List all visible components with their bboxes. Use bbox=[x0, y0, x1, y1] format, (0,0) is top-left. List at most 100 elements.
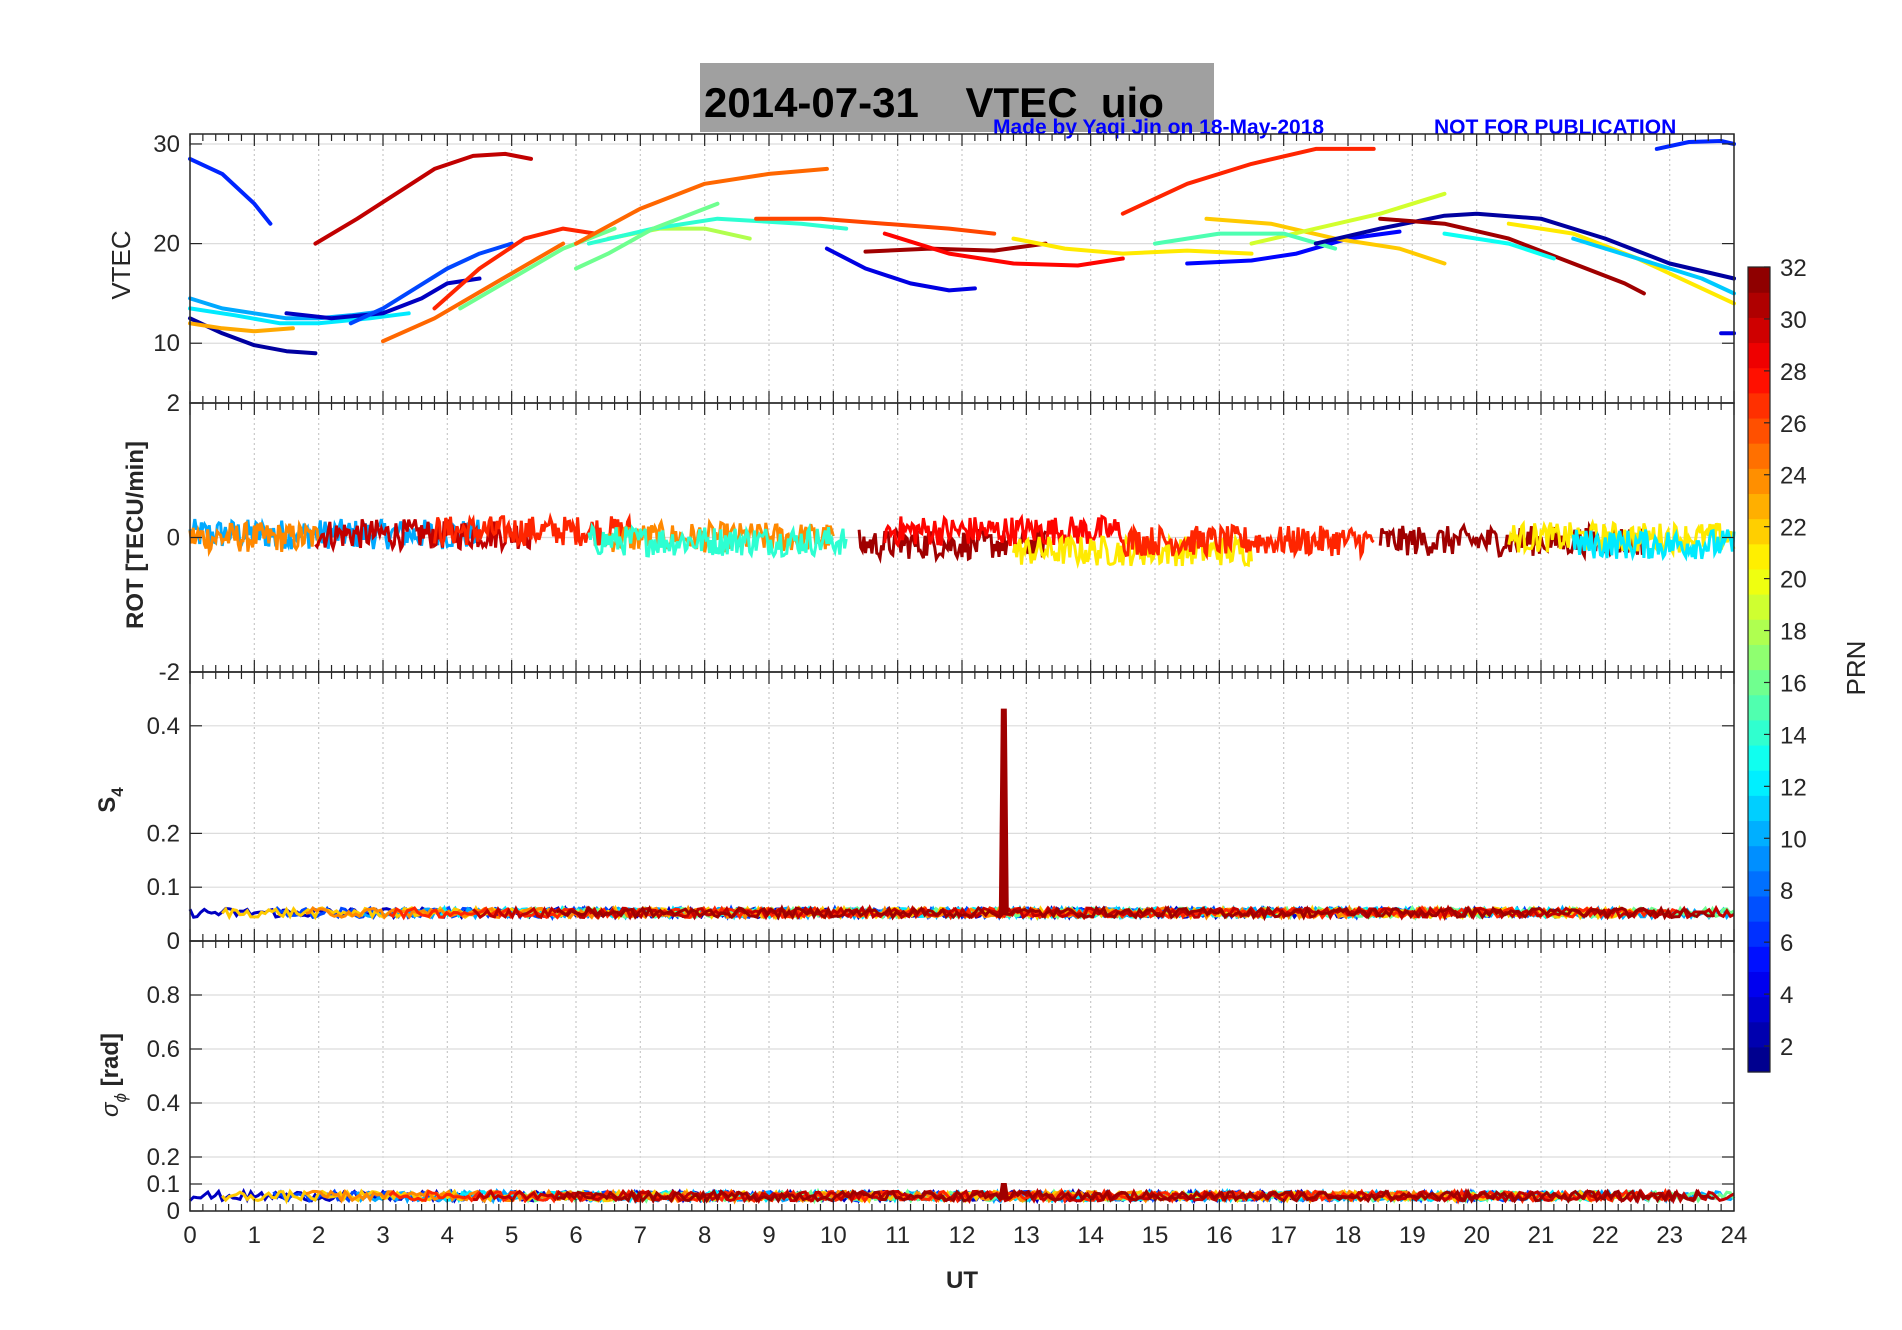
vtec-series-line bbox=[1378, 216, 1646, 296]
x-tick-label: 1 bbox=[248, 1222, 261, 1249]
vtec-series-line bbox=[432, 226, 598, 311]
x-tick-label: 18 bbox=[1335, 1222, 1362, 1249]
colorbar-tick-label: 12 bbox=[1780, 774, 1807, 801]
rot-series-line bbox=[314, 518, 533, 555]
colorbar-swatch bbox=[1748, 770, 1770, 796]
colorbar-swatch bbox=[1748, 1046, 1770, 1073]
vtec-ylabel: VTEC bbox=[106, 230, 136, 299]
vtec-series-line bbox=[284, 276, 482, 321]
colorbar-tick-label: 10 bbox=[1780, 826, 1807, 853]
colorbar-swatch bbox=[1748, 568, 1770, 595]
rot-series-line bbox=[1012, 532, 1253, 569]
colorbar-swatch bbox=[1748, 292, 1770, 318]
colorbar-swatch bbox=[1748, 744, 1770, 771]
vtec-series-line bbox=[1249, 191, 1447, 246]
colorbar-frame bbox=[1747, 266, 1771, 1073]
vtec-series-line bbox=[586, 216, 849, 246]
y-tick-label: 0.4 bbox=[147, 1090, 180, 1117]
baseline-series-line bbox=[472, 904, 1735, 922]
x-tick-label: 13 bbox=[1013, 1222, 1040, 1249]
x-tick-label: 2 bbox=[312, 1222, 325, 1249]
rot-ylabel: ROT [TECU/min] bbox=[122, 441, 149, 629]
colorbar-swatch bbox=[1748, 493, 1770, 520]
colorbar-tick-label: 18 bbox=[1780, 619, 1807, 646]
colorbar-tick-label: 32 bbox=[1780, 255, 1807, 282]
vtec-series-line bbox=[1654, 139, 1736, 151]
vtec-series-line bbox=[754, 216, 997, 236]
sigma-ylabel-unit: [rad] bbox=[97, 1033, 124, 1093]
rot-series-line bbox=[188, 517, 481, 551]
colorbar-swatch bbox=[1748, 870, 1770, 897]
x-tick-label: 5 bbox=[505, 1222, 518, 1249]
x-tick-label: 17 bbox=[1270, 1222, 1297, 1249]
vtec-series-line bbox=[1506, 221, 1736, 306]
colorbar-tick-label: 8 bbox=[1780, 878, 1793, 905]
rot-series-line bbox=[1121, 523, 1375, 562]
vtec-series-line bbox=[188, 306, 411, 326]
colorbar-tick-label: 14 bbox=[1780, 722, 1807, 749]
colorbar-swatch bbox=[1748, 518, 1770, 545]
y-tick-label: -2 bbox=[159, 659, 180, 686]
vtec-series-line bbox=[824, 246, 977, 293]
vtec-series-line bbox=[863, 241, 1048, 254]
baseline-series-line bbox=[556, 904, 1715, 922]
baseline-series-line bbox=[305, 904, 1465, 921]
x-tick-label: 24 bbox=[1721, 1222, 1748, 1249]
x-tick-label: 3 bbox=[376, 1222, 389, 1249]
x-tick-label: 23 bbox=[1656, 1222, 1683, 1249]
rot-panel: -2 0 2 bbox=[159, 390, 1736, 686]
notice-text: NOT FOR PUBLICATION bbox=[1434, 116, 1676, 139]
y-tick-label: 0 bbox=[167, 525, 180, 552]
vtec-series-line bbox=[574, 166, 829, 246]
y-tick-label: 0.8 bbox=[147, 982, 180, 1009]
credit-text: Made by Yaqi Jin on 18-May-2018 bbox=[993, 116, 1324, 139]
x-tick-label: 21 bbox=[1528, 1222, 1555, 1249]
vtec-series-line bbox=[1011, 236, 1254, 256]
x-tick-label: 16 bbox=[1206, 1222, 1233, 1249]
vtec-series-line bbox=[1185, 229, 1402, 266]
rot-series-line bbox=[433, 512, 636, 549]
vtec-series-line bbox=[1571, 236, 1736, 296]
spike-mark bbox=[998, 1183, 1009, 1199]
y-tick-label: 20 bbox=[153, 231, 180, 258]
y-tick-label: 0.1 bbox=[147, 1171, 180, 1198]
vtec-series-line bbox=[188, 321, 295, 334]
vtec-series-line bbox=[574, 201, 720, 271]
x-tick-label: 4 bbox=[441, 1222, 454, 1249]
colorbar-swatch bbox=[1748, 543, 1770, 570]
colorbar-tick-label: 24 bbox=[1780, 463, 1807, 490]
vtec-series-line bbox=[1153, 231, 1338, 251]
y-tick-label: 0 bbox=[167, 1198, 180, 1225]
colorbar-swatch bbox=[1748, 1021, 1770, 1048]
colorbar-tick-label: 22 bbox=[1780, 515, 1807, 542]
vtec-series-line bbox=[1120, 146, 1376, 216]
vtec-series-line bbox=[313, 151, 533, 246]
x-tick-label: 8 bbox=[698, 1222, 711, 1249]
y-tick-label: 30 bbox=[153, 131, 180, 158]
x-tick-label: 0 bbox=[183, 1222, 196, 1249]
colorbar-swatch bbox=[1748, 342, 1770, 369]
x-tick-label: 20 bbox=[1463, 1222, 1490, 1249]
colorbar-swatch bbox=[1748, 644, 1770, 671]
colorbar-swatch bbox=[1748, 669, 1770, 696]
colorbar-swatch bbox=[1748, 719, 1770, 746]
y-tick-label: 0.1 bbox=[147, 874, 180, 901]
s4-ylabel-sub: 4 bbox=[108, 787, 127, 797]
rot-series-line bbox=[883, 513, 1124, 549]
x-tick-label: 22 bbox=[1592, 1222, 1619, 1249]
colorbar-swatch bbox=[1748, 417, 1770, 444]
vtec-series-line bbox=[458, 226, 617, 311]
colorbar-swatch bbox=[1748, 267, 1770, 293]
colorbar-swatch bbox=[1748, 946, 1770, 972]
colorbar-tick-label: 20 bbox=[1780, 567, 1807, 594]
sigma-phi-panel: 00.10.2 0.4 0.6 0.8 bbox=[147, 940, 1736, 1225]
chart-title: 2014-07-31 VTEC uio bbox=[704, 79, 1164, 126]
x-tick-label: 9 bbox=[762, 1222, 775, 1249]
x-tick-label: 11 bbox=[885, 1222, 910, 1249]
colorbar-swatch bbox=[1748, 468, 1770, 495]
y-tick-label: 0.2 bbox=[147, 820, 180, 847]
baseline-series-line bbox=[556, 1188, 1715, 1205]
colorbar-swatch bbox=[1748, 317, 1770, 344]
